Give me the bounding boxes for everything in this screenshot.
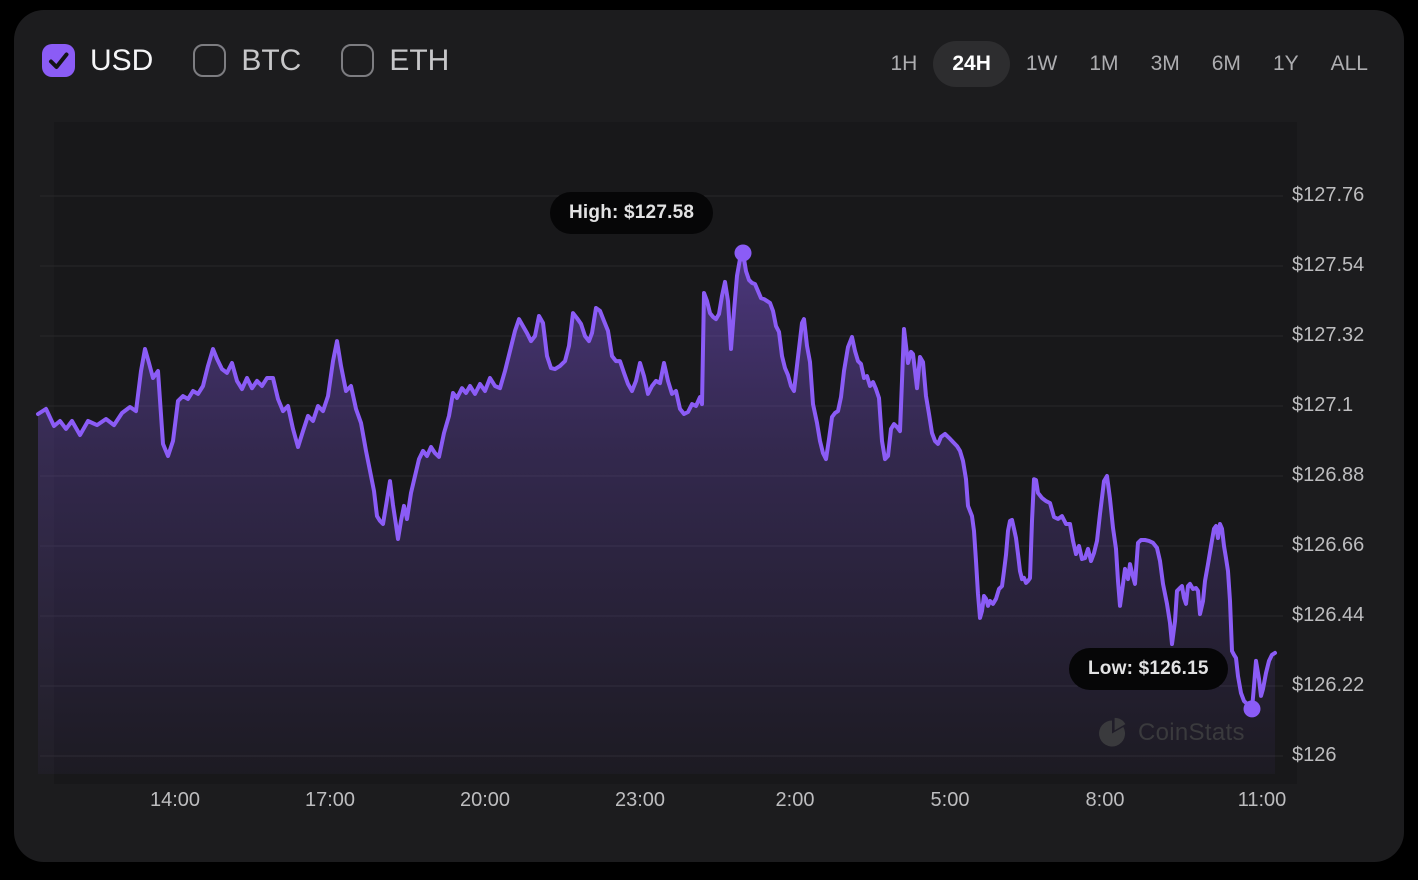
high-tooltip: High: $127.58 (550, 192, 714, 234)
currency-label-usd: USD (90, 44, 154, 77)
range-button-all[interactable]: ALL (1330, 52, 1368, 75)
time-range-row: 1H 24H 1W 1M 3M 6M 1Y ALL (874, 41, 1384, 87)
price-area-fill (38, 253, 1275, 774)
watermark-label: CoinStats (1138, 718, 1245, 746)
x-axis-label: 23:00 (614, 789, 666, 811)
currency-toggle-btc[interactable]: BTC (193, 44, 301, 77)
x-axis-label: 11:00 (1237, 789, 1287, 811)
range-button-24h[interactable]: 24H (933, 41, 1010, 87)
x-axis-label: 2:00 (775, 789, 815, 811)
range-button-1w[interactable]: 1W (1025, 52, 1058, 75)
currency-toggle-usd[interactable]: USD (42, 44, 153, 77)
check-icon (49, 52, 69, 69)
x-axis-label: 14:00 (149, 789, 201, 811)
coinstats-logo-icon (1099, 717, 1126, 747)
x-axis-label: 17:00 (304, 789, 356, 811)
low-point-marker (1243, 700, 1261, 718)
low-tooltip: Low: $126.15 (1069, 648, 1228, 690)
y-axis-label: $126.22 (1292, 674, 1365, 696)
y-axis-label: $126.44 (1292, 604, 1365, 626)
currency-toggle-row: USD BTC ETH (42, 44, 449, 77)
coinstats-watermark: CoinStats (1097, 717, 1245, 748)
y-axis-label: $126 (1292, 744, 1337, 766)
extreme-point-markers (734, 244, 1261, 718)
y-axis-label: $127.76 (1292, 184, 1365, 206)
x-axis-label: 8:00 (1085, 789, 1125, 811)
high-point-marker (734, 244, 752, 262)
x-axis-label: 20:00 (459, 789, 511, 811)
y-axis-label: $126.88 (1292, 464, 1365, 486)
eth-checkbox[interactable] (341, 44, 375, 77)
y-axis-label: $127.54 (1292, 254, 1365, 276)
y-axis-label: $126.66 (1292, 534, 1365, 556)
y-axis-label: $127.32 (1292, 324, 1365, 346)
range-button-1h[interactable]: 1H (890, 52, 918, 75)
currency-label-btc: BTC (241, 44, 302, 77)
currency-label-eth: ETH (389, 44, 450, 77)
y-axis-label: $127.1 (1292, 394, 1354, 416)
range-button-1y[interactable]: 1Y (1272, 52, 1299, 75)
range-button-3m[interactable]: 3M (1150, 52, 1180, 75)
x-axis-label: 5:00 (930, 789, 970, 811)
range-button-6m[interactable]: 6M (1211, 52, 1241, 75)
range-button-1m[interactable]: 1M (1089, 52, 1119, 75)
usd-checkbox[interactable] (42, 44, 75, 77)
price-line (36, 251, 1277, 711)
currency-toggle-eth[interactable]: ETH (341, 44, 449, 77)
btc-checkbox[interactable] (193, 44, 227, 77)
